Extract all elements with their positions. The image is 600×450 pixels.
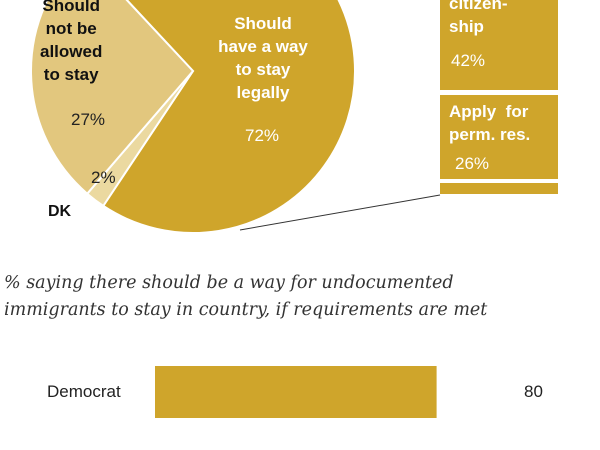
segment-label-line: ship — [449, 17, 484, 36]
bar-democrat — [155, 366, 437, 418]
pie-label-not-allowed: Should not be allowed to stay — [40, 0, 102, 86]
segment-label-line: Apply for — [449, 102, 529, 121]
segment-value-perm-res: 26% — [455, 154, 490, 173]
pie-label-stay-legally-line: Should — [234, 14, 292, 33]
pie-label-not-allowed-line: to stay — [43, 65, 99, 84]
pie-value-dk: 2% — [91, 168, 116, 187]
segment-label-line: perm. res. — [449, 125, 531, 144]
pie-chart — [30, 0, 356, 234]
segment-value-citizenship: 42% — [451, 51, 486, 70]
segment-label-perm-res: Apply for perm. res. — [449, 100, 530, 146]
pie-label-not-allowed-line: allowed — [40, 42, 103, 61]
pie-label-dk: DK — [48, 203, 72, 220]
value-label-democrat: 80 — [524, 382, 543, 401]
segment-label-citizenship: citizen-ship — [449, 0, 508, 38]
pie-label-stay-legally-line: legally — [236, 83, 290, 102]
pie-value-not-allowed: 27% — [71, 110, 106, 129]
segment-label-line: citizen- — [449, 0, 508, 13]
subtitle-line: immigrants to stay in country, if requir… — [4, 300, 488, 320]
pie-value-stay-legally: 72% — [245, 126, 280, 145]
bar-segment-other — [440, 183, 558, 194]
connector-line — [239, 194, 441, 231]
bar-segment-citizenship — [440, 0, 558, 90]
pie-slice-0 — [101, 0, 356, 234]
pie-label-not-allowed-line: not be — [45, 19, 97, 38]
pie-label-stay-legally-line: to stay — [235, 60, 291, 79]
pie-slice-2 — [30, 0, 195, 196]
subtitle-line: % saying there should be a way for undoc… — [4, 273, 454, 293]
pie-label-stay-legally: Should have a way to stay legally — [203, 12, 323, 104]
category-label-democrat: Democrat — [47, 382, 121, 401]
pie-label-stay-legally-line: have a way — [218, 37, 308, 56]
pie-label-not-allowed-line: Should — [42, 0, 100, 15]
bar-chart-subtitle: % saying there should be a way for undoc… — [4, 270, 487, 324]
bar-segment-perm-res — [440, 95, 558, 179]
